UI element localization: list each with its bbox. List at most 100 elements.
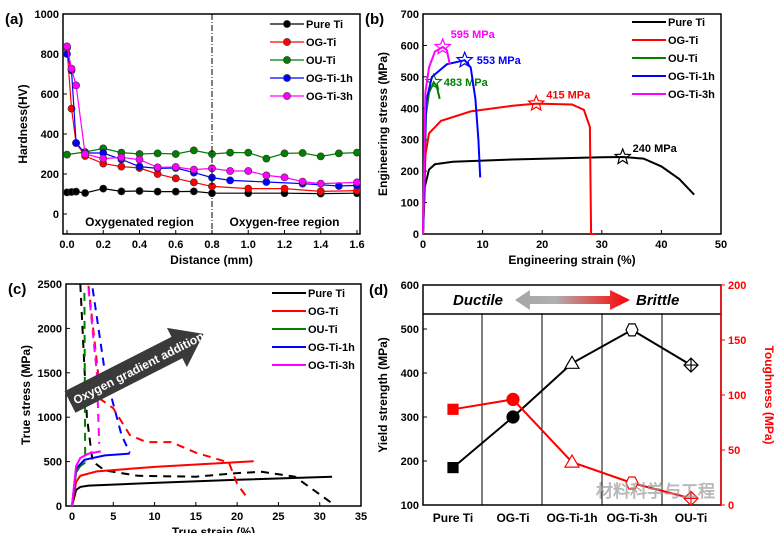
panel-label: (c)	[8, 281, 26, 298]
legend-label: Pure Ti	[308, 288, 345, 300]
legend-label: OG-Ti-1h	[306, 73, 353, 85]
y-tick-label: 300	[401, 135, 419, 147]
square-marker	[447, 462, 459, 474]
legend-label: OG-Ti-3h	[668, 89, 715, 101]
watermark: 材料科学与工程	[596, 481, 715, 501]
data-point	[171, 163, 180, 171]
y-tick-label: 0	[53, 209, 59, 221]
y2-tick-label: 200	[728, 280, 746, 292]
peak-star-marker	[613, 147, 632, 165]
x-tick-label: 10	[476, 239, 488, 251]
arrow-shape	[64, 327, 204, 413]
y-tick-label: 100	[401, 500, 419, 512]
diamond-marker	[683, 490, 699, 507]
data-point	[226, 167, 235, 175]
legend-marker	[283, 92, 291, 100]
y-tick-label: 500	[401, 324, 419, 336]
x-tick-label: 1.4	[313, 239, 329, 251]
data-point	[298, 149, 307, 157]
series-line-0	[422, 155, 695, 235]
oxygenated-region-label: Oxygenated region	[85, 215, 194, 229]
panel-d: Ductile Brittle 100 200 300 400 500 600 0 50 100 15…	[369, 280, 776, 525]
peak-star-marker	[433, 37, 452, 55]
x-tick-label: 15	[190, 511, 202, 523]
y-tick-label: 1000	[35, 9, 59, 21]
data-point	[99, 154, 108, 163]
y2-axis-label: Toughness (MPa)	[762, 345, 776, 444]
plot-frame	[422, 13, 722, 235]
y-tick-label: 300	[401, 412, 419, 424]
y-tick-label: 600	[401, 40, 419, 52]
data-point	[334, 149, 343, 158]
triangle-marker	[563, 355, 581, 369]
series-line-4	[71, 450, 102, 507]
legend-marker	[283, 38, 291, 46]
y-tick-label: 500	[44, 457, 62, 469]
data-point	[226, 148, 235, 157]
y-tick-label: 2000	[38, 323, 62, 335]
legend-marker	[283, 20, 291, 28]
data-point	[189, 146, 198, 155]
panel-label: (d)	[369, 282, 388, 299]
y-tick-label: 200	[41, 169, 59, 181]
panel-c: 0 5 10 15 20 25 30 35 0 500 1000 1500 2000 2500 True s…	[8, 279, 367, 533]
y-tick-label: 2500	[38, 279, 62, 291]
series-line-0	[452, 328, 692, 469]
y2-tick-label: 100	[728, 390, 746, 402]
y-axis-label: Engineering stress (MPa)	[376, 52, 390, 196]
x-tick-label: 0.4	[132, 239, 148, 251]
legend-label: OU-Ti	[306, 55, 336, 67]
category-label: OG-Ti	[496, 511, 529, 525]
data-point	[135, 187, 144, 195]
x-tick-label: 10	[148, 511, 160, 523]
data-point	[153, 149, 162, 158]
series-line-3	[422, 59, 482, 235]
y-tick-label: 200	[401, 166, 419, 178]
legend-label: Pure Ti	[668, 17, 705, 29]
y-tick-label: 600	[41, 89, 59, 101]
y-tick-label: 800	[41, 49, 59, 61]
series-line-3	[71, 452, 130, 507]
plot-frame	[422, 284, 722, 506]
plot-frame	[65, 283, 362, 507]
x-axis-label: True strain (%)	[172, 525, 255, 533]
oxygen-free-region-label: Oxygen-free region	[229, 215, 339, 229]
data-point	[316, 152, 325, 161]
data-point	[63, 42, 71, 51]
data-point	[262, 171, 271, 180]
x-tick-label: 0.8	[204, 239, 219, 251]
panel-label: (a)	[5, 11, 23, 28]
dashed-curve-0	[79, 283, 333, 505]
x-tick-label: 5	[110, 511, 116, 523]
x-tick-label: 20	[536, 239, 548, 251]
series-line-1	[422, 102, 596, 235]
data-point	[171, 174, 180, 183]
data-point	[135, 155, 144, 164]
y-tick-label: 0	[56, 501, 62, 513]
x-tick-label: 0.2	[96, 239, 111, 251]
data-point	[171, 150, 180, 158]
data-point	[353, 178, 361, 187]
data-point	[67, 64, 76, 73]
data-point	[226, 176, 235, 185]
peak-star-marker	[527, 93, 546, 112]
legend-marker	[283, 74, 291, 82]
peak-label: 483 MPa	[444, 77, 489, 89]
panel-label: (b)	[365, 11, 384, 28]
data-point	[353, 148, 361, 157]
data-point	[334, 182, 343, 190]
hexagon-marker	[625, 476, 639, 490]
y-axis-label: Hardness(HV)	[16, 84, 30, 163]
data-point	[99, 184, 108, 193]
data-point	[189, 165, 198, 174]
y2-tick-label: 0	[728, 500, 734, 512]
legend-label: OG-Ti	[306, 37, 336, 49]
data-point	[316, 179, 325, 188]
legend-label: OG-Ti-3h	[308, 360, 355, 372]
series-line-3	[66, 53, 358, 187]
series-line-1	[71, 460, 254, 507]
x-axis-label: Distance (mm)	[170, 253, 253, 267]
data-point	[262, 178, 271, 186]
y-tick-label: 600	[401, 280, 419, 292]
